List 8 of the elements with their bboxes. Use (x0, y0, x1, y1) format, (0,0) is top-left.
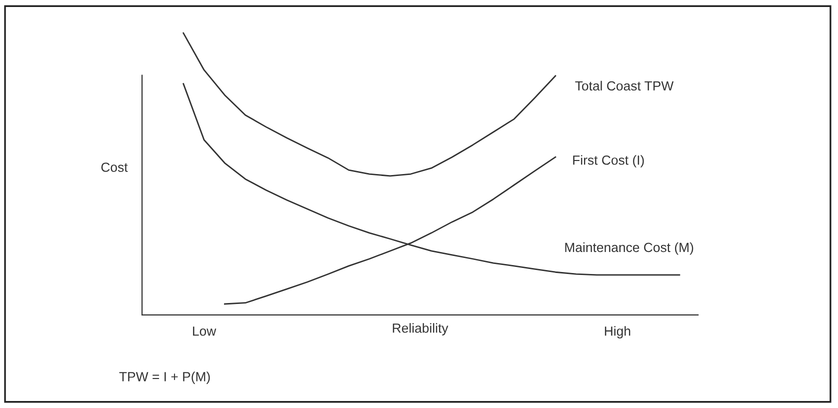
x-axis-title: Reliability (392, 323, 448, 336)
series-label: Total Coast TPW (575, 80, 674, 91)
series-label: First Cost (I) (573, 155, 644, 168)
x-tick-label: High (604, 326, 630, 338)
x-tick-label: Low (193, 326, 216, 336)
text: TPW = I + P(M) (119, 372, 210, 384)
series-label: Maintenance Cost (M) (565, 242, 694, 255)
y-axis-title: Cost (101, 162, 128, 172)
